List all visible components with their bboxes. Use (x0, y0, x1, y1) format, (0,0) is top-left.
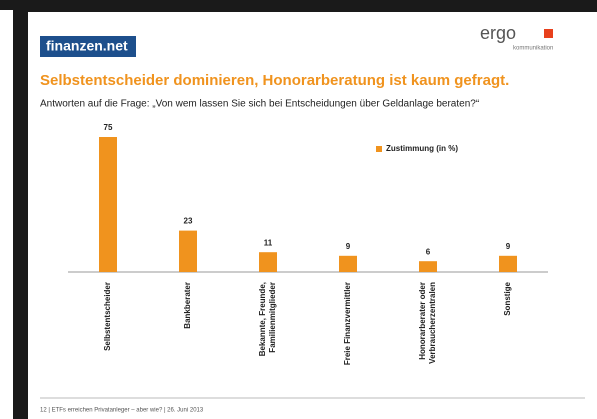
legend-label: Zustimmung (in %) (386, 144, 458, 153)
data-label: 75 (104, 123, 113, 132)
x-tick-label: Selbstentscheider (103, 282, 112, 351)
x-tick-label: Freie Finanzvermittler (343, 282, 352, 365)
logo-left: finanzen.net (46, 38, 128, 54)
x-tick-label: Bekannte, Freunde,Familienmitglieder (258, 282, 277, 356)
bar (99, 137, 117, 272)
x-tick-label: Sonstige (503, 281, 512, 315)
bar (259, 252, 277, 272)
logo-right-sub: kommunikation (513, 46, 553, 52)
chart-subtitle: Antworten auf die Frage: „Von wem lassen… (40, 99, 479, 110)
logo-right: ergo (480, 23, 516, 43)
logo-icon (544, 29, 553, 38)
left-panel (0, 10, 13, 419)
bar (339, 255, 357, 272)
data-label: 23 (184, 217, 193, 226)
data-label: 9 (346, 242, 351, 251)
chart-title: Selbstentscheider dominieren, Honorarber… (40, 72, 509, 89)
x-tick-label: Bankberater (183, 282, 192, 329)
logo-box (40, 36, 136, 57)
bar (499, 255, 517, 272)
bar (419, 261, 437, 272)
slide-area (28, 12, 597, 419)
footer: 12 | ETFs erreichen Privatanleger – aber… (40, 408, 204, 414)
data-label: 9 (506, 242, 511, 251)
legend-swatch (376, 146, 382, 152)
data-label: 11 (264, 238, 273, 247)
data-label: 6 (426, 247, 431, 256)
bar (179, 230, 197, 272)
x-tick-label: Honorarberater oderVerbraucherzentralen (418, 282, 437, 364)
